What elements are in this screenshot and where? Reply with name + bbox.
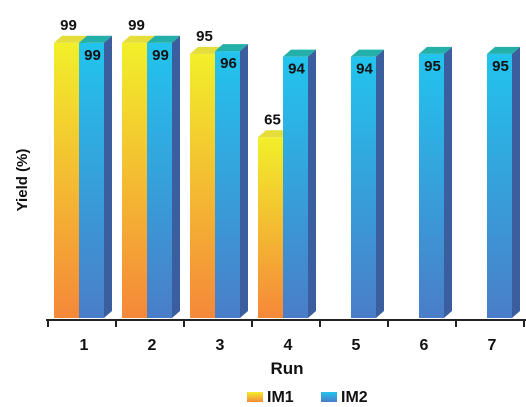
bar-side-im2-run-2 bbox=[172, 35, 180, 318]
bar-im1-run-2 bbox=[122, 42, 147, 318]
bar-top-im2-run-4 bbox=[283, 49, 316, 57]
x-tick-label-1: 1 bbox=[80, 337, 89, 354]
data-label-im1-run-3: 95 bbox=[196, 28, 213, 45]
bar-im2-run-4 bbox=[283, 56, 308, 319]
bar-im2-run-2 bbox=[147, 42, 172, 318]
bar-top-im2-run-1 bbox=[79, 35, 112, 43]
x-tick-label-2: 2 bbox=[148, 337, 157, 354]
data-label-im1-run-1: 99 bbox=[60, 17, 77, 34]
bar-top-im1-run-2 bbox=[122, 35, 155, 43]
legend: IM1 IM2 bbox=[247, 389, 368, 406]
bar-top-im1-run-3 bbox=[190, 46, 223, 54]
bar-top-im2-run-7 bbox=[487, 46, 520, 54]
bars-group bbox=[54, 35, 520, 319]
bar-im2-run-3 bbox=[215, 51, 240, 319]
legend-label-im1: IM1 bbox=[267, 389, 294, 406]
bar-side-im2-run-5 bbox=[376, 49, 384, 319]
x-axis-title: Run bbox=[270, 359, 303, 378]
bar-side-im2-run-4 bbox=[308, 49, 316, 319]
data-label-im2-run-3: 96 bbox=[220, 55, 237, 72]
x-tick-label-5: 5 bbox=[352, 337, 361, 354]
bar-im2-run-5 bbox=[351, 56, 376, 319]
bar-im2-run-1 bbox=[79, 42, 104, 318]
bar-im1-run-4 bbox=[258, 137, 283, 318]
bar-top-im2-run-5 bbox=[351, 49, 384, 57]
bar-side-im2-run-7 bbox=[512, 46, 520, 319]
data-label-im1-run-4: 65 bbox=[264, 111, 281, 128]
bar-top-im2-run-2 bbox=[147, 35, 180, 43]
data-label-im2-run-5: 94 bbox=[356, 61, 373, 78]
x-axis-ticks: 1 2 3 4 5 6 7 bbox=[47, 320, 525, 354]
bar-top-im1-run-1 bbox=[54, 35, 87, 43]
bar-side-im2-run-6 bbox=[444, 46, 452, 319]
bar-im1-run-3 bbox=[190, 53, 215, 319]
bar-top-im2-run-3 bbox=[215, 44, 248, 52]
data-label-im2-run-1: 99 bbox=[84, 47, 101, 64]
data-label-im2-run-2: 99 bbox=[152, 47, 169, 64]
bar-top-im1-run-4 bbox=[258, 130, 291, 138]
data-label-im2-run-4: 94 bbox=[288, 61, 305, 78]
legend-swatch-im2 bbox=[321, 392, 337, 402]
legend-swatch-im1 bbox=[247, 392, 263, 402]
bar-side-im2-run-3 bbox=[240, 44, 248, 319]
data-label-im2-run-7: 95 bbox=[492, 58, 509, 75]
data-label-im2-run-6: 95 bbox=[424, 58, 441, 75]
x-tick-label-6: 6 bbox=[420, 337, 429, 354]
bar-im2-run-6 bbox=[419, 53, 444, 319]
x-tick-label-7: 7 bbox=[488, 337, 497, 354]
y-axis-title: Yield (%) bbox=[14, 149, 31, 212]
x-tick-label-4: 4 bbox=[284, 337, 293, 354]
legend-label-im2: IM2 bbox=[341, 389, 368, 406]
data-label-im1-run-2: 99 bbox=[128, 17, 145, 34]
x-tick-label-3: 3 bbox=[216, 337, 225, 354]
bar-im2-run-7 bbox=[487, 53, 512, 319]
bar-side-im2-run-1 bbox=[104, 35, 112, 318]
data-labels-group: 99 99 99 99 95 96 65 94 94 95 95 bbox=[60, 17, 509, 129]
bar-im1-run-1 bbox=[54, 42, 79, 318]
bar-top-im2-run-6 bbox=[419, 46, 452, 54]
